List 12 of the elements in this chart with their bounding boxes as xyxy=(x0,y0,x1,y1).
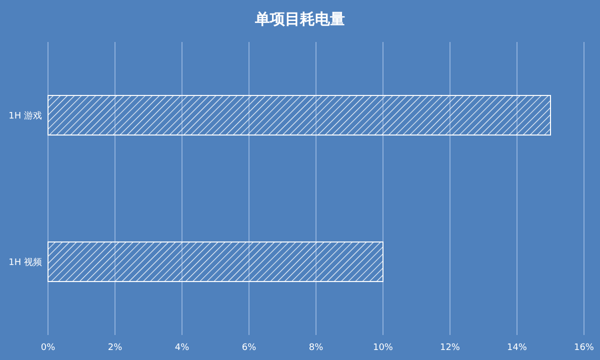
x-tick-label: 10% xyxy=(372,343,394,353)
x-tick-label: 0% xyxy=(40,343,56,353)
x-tick-label: 4% xyxy=(174,343,190,353)
y-tick-label: 1H 视频 xyxy=(8,256,42,268)
x-tick-label: 16% xyxy=(574,343,594,353)
x-tick-label: 8% xyxy=(308,343,324,353)
x-tick-label: 12% xyxy=(440,343,460,353)
x-tick-label: 14% xyxy=(506,343,528,353)
x-tick-label: 2% xyxy=(108,343,123,353)
x-tick-label: 6% xyxy=(242,343,257,353)
y-tick-label: 1H 游戏 xyxy=(8,110,42,122)
chart-title: 单项目耗电量 xyxy=(254,10,345,28)
